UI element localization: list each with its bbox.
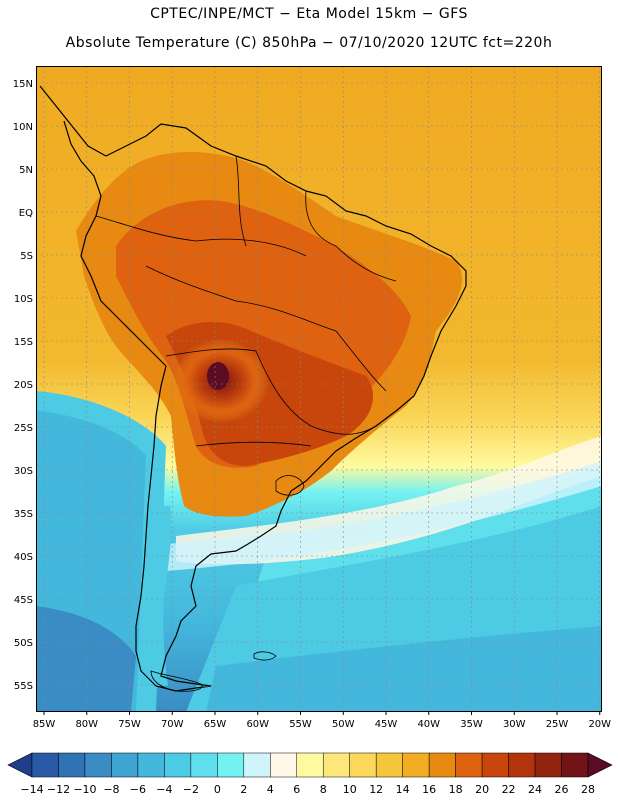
lat-tick-label: 40S (14, 552, 33, 563)
graticule (36, 66, 602, 712)
colorbar-label: 12 (369, 783, 383, 796)
colorbar-bin (84, 752, 112, 778)
latitude-axis: 15N 10N 5N EQ 5S 10S 15S 20S 25S 30S 35S 40S 45S 50S 5… (13, 79, 40, 692)
map-frame (36, 66, 602, 712)
colorbar-bin (217, 752, 245, 778)
lon-tick-label: 80W (75, 719, 98, 730)
lon-tick-label: 50W (332, 719, 355, 730)
colorbar-bin (58, 752, 86, 778)
lat-tick-label: 15S (14, 337, 33, 348)
colorbar-bin (31, 752, 59, 778)
colorbar-label: 4 (267, 783, 274, 796)
colorbar-label: 10 (343, 783, 357, 796)
colorbar-bin (455, 752, 483, 778)
cool-belt (176, 436, 602, 565)
colorbar-label: 18 (449, 783, 463, 796)
lon-tick-label: 40W (417, 719, 440, 730)
lon-tick-label: 20W (588, 719, 611, 730)
colorbar-label: 14 (396, 783, 410, 796)
coastline (39, 85, 467, 692)
colorbar-label: 0 (214, 783, 221, 796)
colorbar-bin (349, 752, 377, 778)
plata-outline (275, 475, 305, 496)
lon-tick-label: 85W (33, 719, 56, 730)
colorbar-bin (508, 752, 536, 778)
lat-tick-label: 25S (14, 423, 33, 434)
lon-tick-label: 55W (289, 719, 312, 730)
colorbar-label: 24 (528, 783, 542, 796)
colorbar-bin (296, 752, 324, 778)
lat-tick-label: 35S (14, 509, 33, 520)
colorbar-bin (375, 752, 403, 778)
lon-tick-label: 25W (546, 719, 569, 730)
falkland-islands (253, 651, 277, 661)
colorbar-bin (481, 752, 509, 778)
colorbar-bin (164, 752, 192, 778)
hotspot-core (207, 362, 229, 390)
temperature-map (36, 66, 602, 712)
lat-tick-label: 20S (14, 380, 33, 391)
colorbar-high-arrow (587, 752, 613, 778)
lat-tick-label: 5S (20, 251, 33, 262)
colorbar-label: −6 (130, 783, 146, 796)
lon-tick-label: 70W (161, 719, 184, 730)
andes-cold-strip (147, 506, 172, 686)
cold-deep-east (206, 626, 602, 712)
colorbar-bin (137, 752, 165, 778)
colorbar-label: 26 (555, 783, 569, 796)
lon-tick-label: 60W (246, 719, 269, 730)
colorbar-bin (534, 752, 562, 778)
colorbar-label: 20 (475, 783, 489, 796)
country-borders (95, 155, 397, 447)
longitude-axis: 85W 80W 75W 70W 65W 60W 55W 50W 45W 40W 35W 30W 25W 2… (33, 712, 611, 730)
colorbar-label: 16 (422, 783, 436, 796)
lon-tick-label: 30W (503, 719, 526, 730)
colorbar-label: 28 (581, 783, 595, 796)
chart-subtitle: Absolute Temperature (C) 850hPa − 07/10/… (65, 35, 553, 51)
lat-tick-label: 55S (14, 681, 33, 692)
colorbar-label: 2 (240, 783, 247, 796)
colorbar-bin (561, 752, 589, 778)
lon-tick-label: 35W (460, 719, 483, 730)
lat-tick-label: 10N (13, 122, 33, 133)
lat-tick-label: 5N (19, 165, 33, 176)
colorbar-bin (190, 752, 218, 778)
colorbar-bin (428, 752, 456, 778)
colorbar-label: −10 (73, 783, 96, 796)
lat-tick-label: 15N (13, 79, 33, 90)
cold-deep-west (36, 606, 136, 712)
tierra-del-fuego (150, 670, 203, 692)
lon-tick-label: 65W (204, 719, 227, 730)
colorbar-bin (322, 752, 350, 778)
light-blue-belt (166, 461, 602, 571)
colorbar-bin (270, 752, 298, 778)
colorbar-label: −2 (183, 783, 199, 796)
lat-tick-label: EQ (19, 208, 33, 219)
chart-title: CPTEC/INPE/MCT − Eta Model 15km − GFS (150, 6, 468, 22)
colorbar: −14 −12 −10 −8 −6 −4 −2 0 2 4 6 8 10 12 14 16 18 20 22 24 26… (7, 752, 613, 796)
lat-tick-label: 30S (14, 466, 33, 477)
colorbar-label: 6 (293, 783, 300, 796)
colorbar-label: 8 (320, 783, 327, 796)
lon-tick-label: 45W (375, 719, 398, 730)
colorbar-label: −4 (156, 783, 172, 796)
colorbar-bin (243, 752, 271, 778)
lat-tick-label: 45S (14, 595, 33, 606)
lat-tick-label: 50S (14, 638, 33, 649)
colorbar-label: −8 (103, 783, 119, 796)
lon-tick-label: 75W (118, 719, 141, 730)
colorbar-bin (402, 752, 430, 778)
colorbar-label: −12 (47, 783, 70, 796)
colorbar-label: 22 (502, 783, 516, 796)
lat-tick-label: 10S (14, 294, 33, 305)
colorbar-bin (111, 752, 139, 778)
colorbar-low-arrow (7, 752, 33, 778)
colorbar-label: −14 (20, 783, 43, 796)
